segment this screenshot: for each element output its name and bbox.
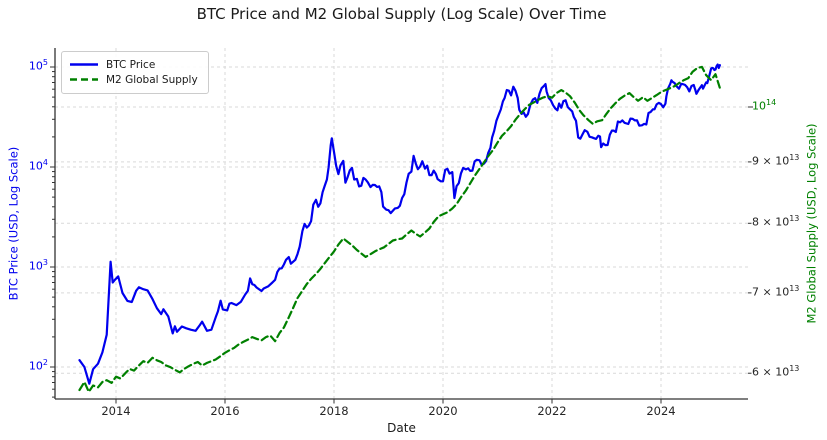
left-tick-label: 102 (28, 358, 48, 373)
right-tick-label: 6 × 1013 (752, 364, 800, 379)
x-tick-label: 2022 (537, 404, 567, 418)
left-tick-label: 104 (28, 158, 48, 173)
legend-label-m2: M2 Global Supply (106, 73, 198, 86)
x-tick-label: 2020 (428, 404, 458, 418)
legend-item-btc: BTC Price (69, 57, 198, 72)
right-tick-label: 1014 (752, 98, 777, 113)
m2-line-sample-icon (70, 78, 98, 81)
series-line-m2 (78, 65, 722, 393)
right-tick-label: 7 × 1013 (752, 283, 800, 299)
x-axis-title: Date (387, 421, 416, 435)
x-tick-label: 2014 (101, 404, 131, 418)
x-tick-label: 2016 (210, 404, 240, 418)
x-tick-label: 2018 (319, 404, 349, 418)
left-axis-title: BTC Price (USD, Log Scale) (6, 146, 21, 301)
btc-line-sample-icon (70, 63, 98, 66)
right-tick-label: 8 × 1013 (752, 214, 800, 229)
right-tick-label: 9 × 1013 (752, 152, 800, 168)
series-line-btc (78, 63, 722, 385)
right-axis-title: M2 Global Supply (USD, Log Scale) (804, 123, 819, 324)
x-tick-label: 2024 (646, 404, 676, 418)
legend-item-m2: M2 Global Supply (69, 72, 198, 87)
left-tick-label: 103 (28, 258, 48, 273)
legend-label-btc: BTC Price (106, 58, 156, 71)
chart-title: BTC Price and M2 Global Supply (Log Scal… (196, 5, 607, 23)
left-tick-label: 105 (28, 58, 48, 73)
legend: BTC Price M2 Global Supply (61, 51, 209, 94)
